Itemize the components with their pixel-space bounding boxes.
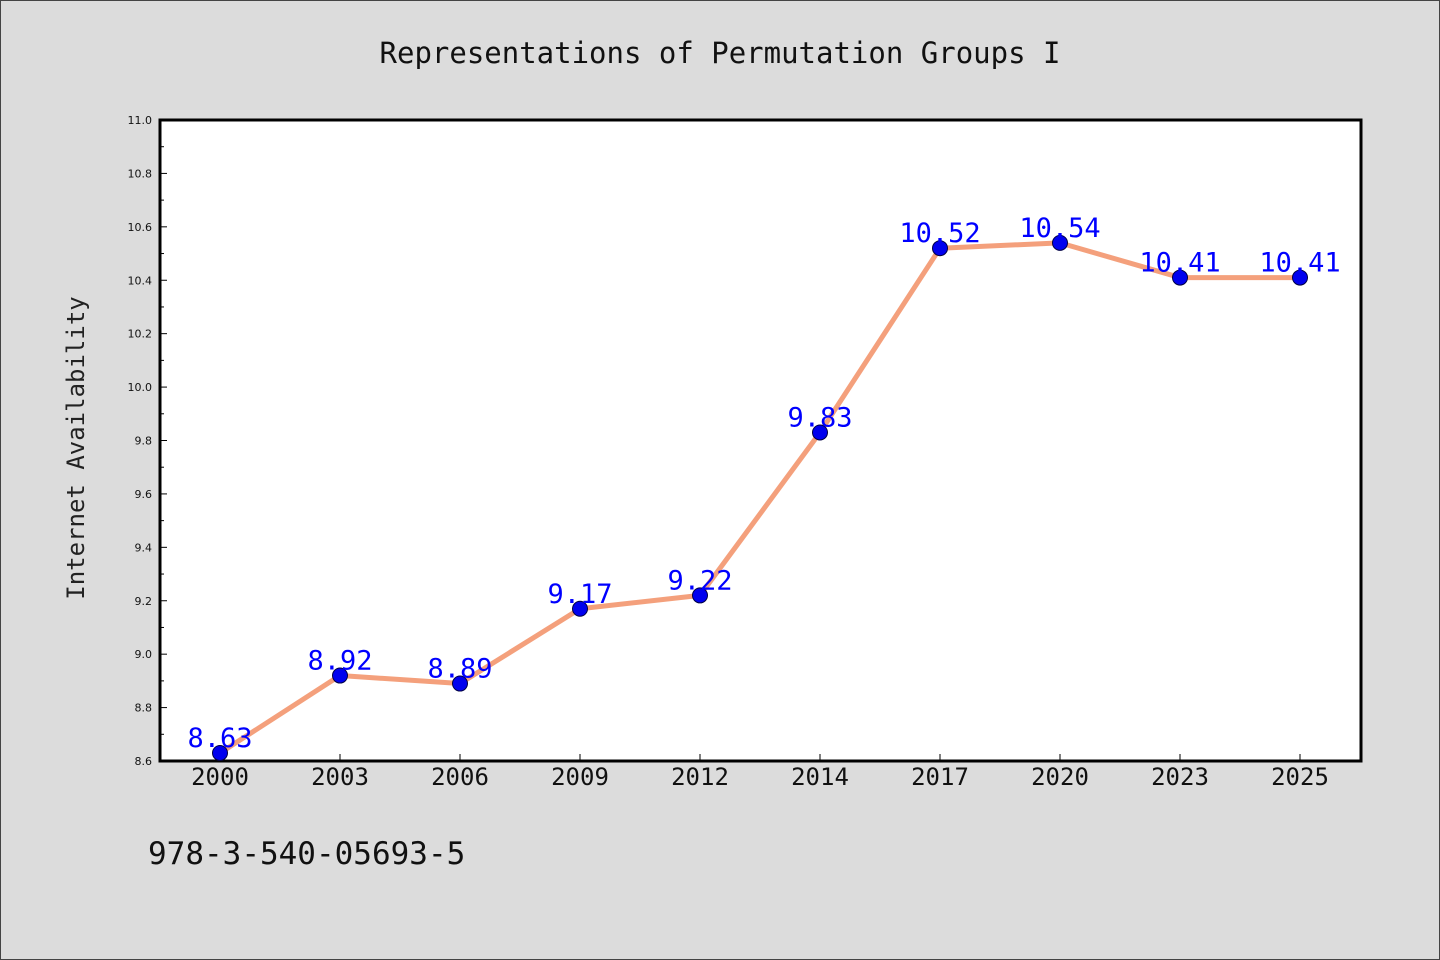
y-tick-label: 9.6: [135, 488, 153, 501]
y-tick-label: 10.2: [128, 328, 153, 341]
data-label: 10.41: [1139, 248, 1220, 279]
data-label: 10.54: [1019, 213, 1100, 244]
data-point-marker: [1292, 269, 1308, 286]
data-point-marker: [932, 240, 948, 257]
y-tick-label: 9.2: [135, 595, 153, 608]
x-tick-label: 2012: [671, 763, 729, 791]
x-tick-label: 2003: [311, 763, 369, 791]
data-point-marker: [692, 587, 708, 604]
x-tick-label: 2023: [1151, 763, 1209, 791]
series-group: 8.63 8.92 8.89 9.17 9.22 9.83 10.52 10.54 10.41 1…: [187, 213, 1341, 761]
data-label: 8.63: [187, 723, 252, 754]
data-label: 9.83: [787, 402, 852, 433]
y-tick-label: 11.0: [128, 114, 153, 127]
y-tick-label: 8.8: [135, 702, 153, 715]
plot-area: [158, 118, 1363, 763]
x-tick-label: 2009: [551, 763, 609, 791]
data-point-marker: [212, 744, 228, 761]
data-label: 9.22: [667, 565, 732, 596]
data-point-marker: [452, 675, 468, 692]
x-tick-label: 2014: [791, 763, 849, 791]
data-point-marker: [1052, 234, 1068, 251]
y-tick-label: 10.4: [128, 274, 153, 287]
y-tick-label: 9.0: [135, 648, 153, 661]
data-label: 8.89: [427, 654, 492, 685]
data-label: 8.92: [307, 646, 372, 677]
data-label: 10.52: [899, 218, 980, 249]
y-tick-label: 9.4: [135, 541, 153, 554]
x-axis-ticks: 2000 2003 2006 2009 2012 2014 2017 2020 2023 2025: [191, 754, 1329, 791]
chart-title: Representations of Permutation Groups I: [380, 36, 1061, 70]
y-tick-label: 10.8: [128, 167, 153, 180]
data-label: 9.17: [547, 579, 612, 610]
x-tick-label: 2017: [911, 763, 969, 791]
data-point-marker: [812, 424, 828, 441]
y-tick-label: 9.8: [135, 435, 153, 448]
y-tick-label: 10.0: [128, 381, 153, 394]
data-point-marker: [572, 600, 588, 617]
y-axis-label: Internet Availability: [62, 296, 90, 599]
data-label: 10.41: [1259, 248, 1340, 279]
y-tick-label: 10.6: [128, 221, 153, 234]
y-axis-ticks: 8.6 8.8 9.0 9.2 9.4 9.6 9.8 10.0 10.2 10.4 10.6 10.…: [128, 114, 167, 768]
x-tick-label: 2006: [431, 763, 489, 791]
x-tick-label: 2025: [1271, 763, 1329, 791]
data-point-marker: [332, 667, 348, 684]
footer-isbn: 978-3-540-05693-5: [148, 836, 465, 872]
x-tick-label: 2020: [1031, 763, 1089, 791]
x-tick-label: 2000: [191, 763, 249, 791]
data-point-marker: [1172, 269, 1188, 286]
y-tick-label: 8.6: [135, 755, 153, 768]
series-line: [217, 240, 1303, 756]
